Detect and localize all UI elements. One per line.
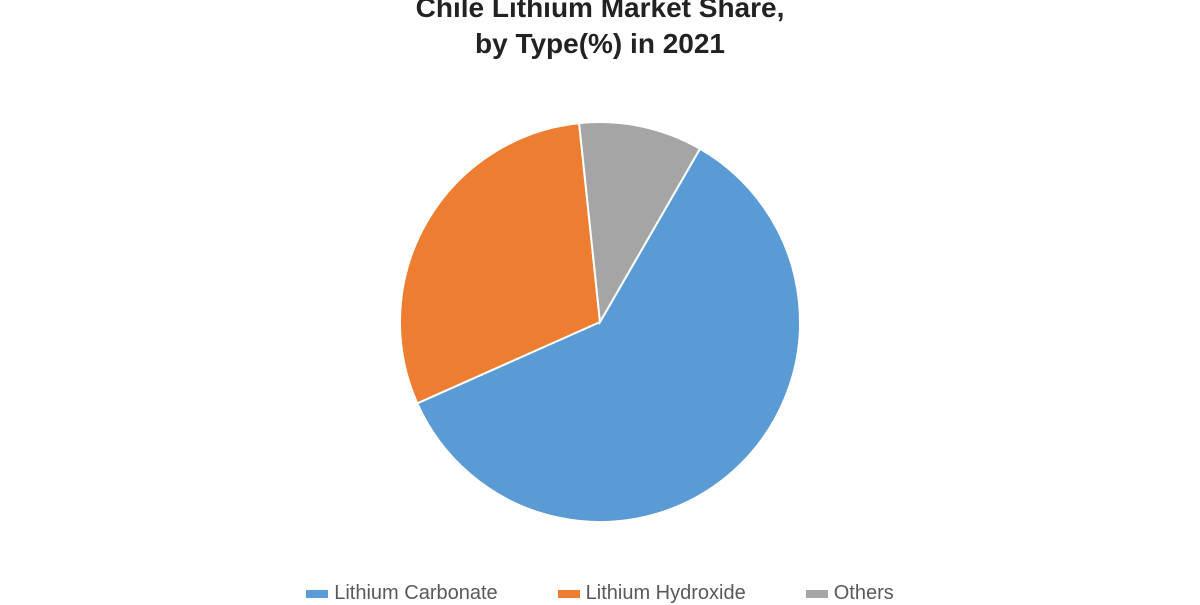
legend-item-2: Others [806,582,894,605]
legend-swatch-1 [558,590,580,598]
legend-label-0: Lithium Carbonate [334,582,497,605]
chart-title-line1: Chile Lithium Market Share, [416,0,785,26]
pie-chart-container [350,63,850,582]
chart-title: Chile Lithium Market Share, by Type(%) i… [416,0,785,63]
chart-title-line2: by Type(%) in 2021 [416,26,785,62]
pie-chart [350,102,850,542]
legend-item-1: Lithium Hydroxide [558,582,746,605]
legend-swatch-2 [806,590,828,598]
legend-label-1: Lithium Hydroxide [586,582,746,605]
chart-legend: Lithium Carbonate Lithium Hydroxide Others [306,582,894,605]
legend-swatch-0 [306,590,328,598]
legend-label-2: Others [834,582,894,605]
legend-item-0: Lithium Carbonate [306,582,497,605]
